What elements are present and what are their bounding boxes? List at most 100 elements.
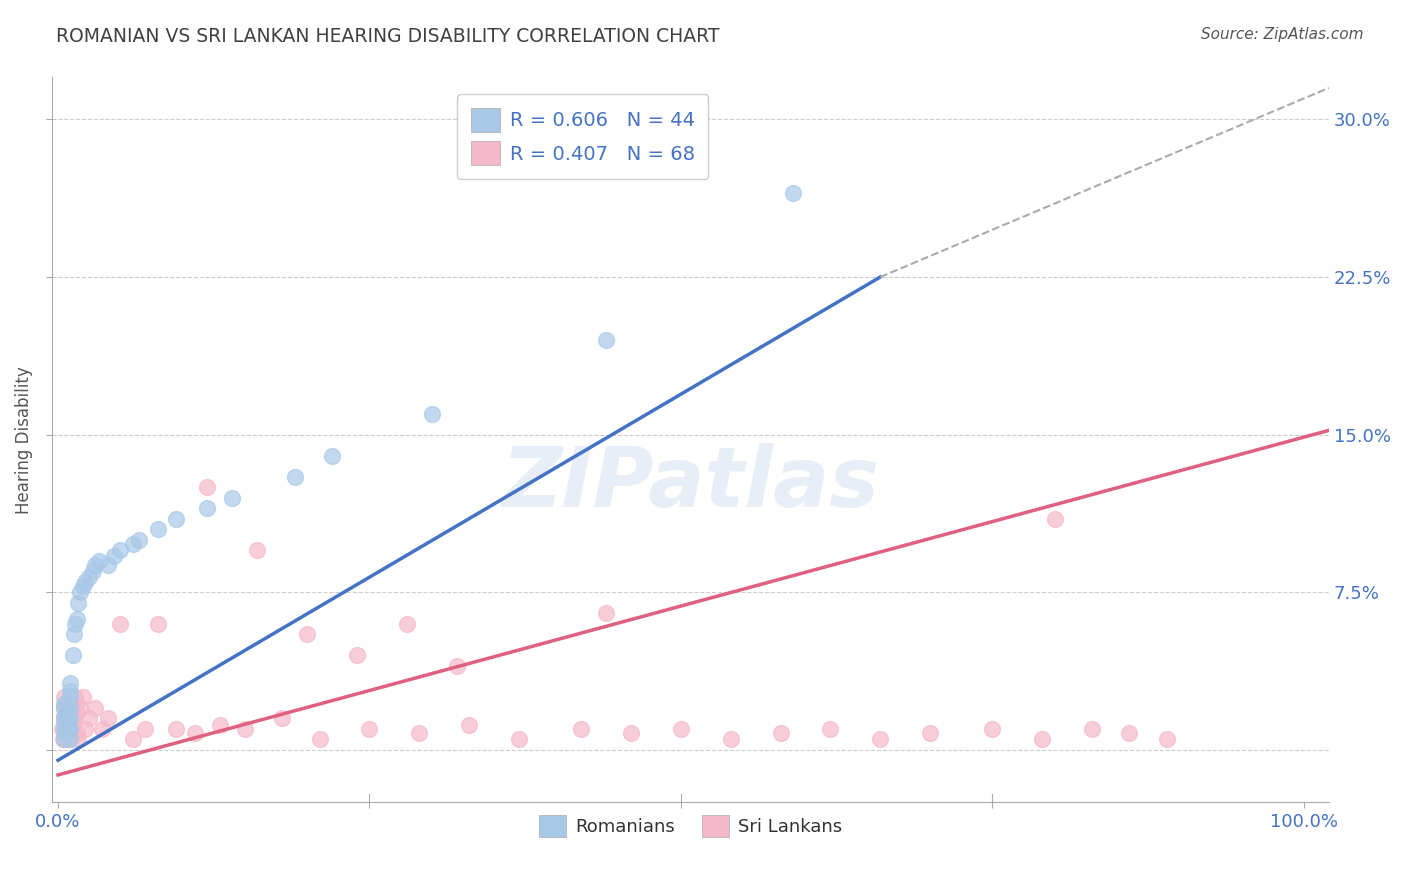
Text: ZIPatlas: ZIPatlas — [502, 442, 879, 524]
Point — [66, 596, 89, 610]
Point — [59, 705, 82, 719]
Point — [55, 711, 77, 725]
Point — [58, 717, 80, 731]
Point — [53, 690, 76, 705]
Point — [59, 722, 82, 736]
Point — [782, 186, 804, 200]
Point — [55, 726, 77, 740]
Point — [197, 480, 219, 494]
Point — [458, 717, 481, 731]
Point — [233, 722, 256, 736]
Point — [134, 722, 156, 736]
Point — [769, 726, 792, 740]
Point — [110, 616, 132, 631]
Point — [84, 700, 107, 714]
Point — [53, 700, 76, 714]
Point — [59, 700, 82, 714]
Point — [59, 684, 82, 698]
Point — [55, 726, 77, 740]
Point — [1081, 722, 1104, 736]
Point — [60, 726, 83, 740]
Point — [395, 616, 418, 631]
Point — [720, 732, 742, 747]
Point — [84, 558, 107, 572]
Point — [359, 722, 381, 736]
Point — [121, 537, 143, 551]
Point — [53, 722, 76, 736]
Point — [165, 511, 187, 525]
Point — [295, 627, 318, 641]
Point — [446, 658, 468, 673]
Point — [920, 726, 942, 740]
Point — [1118, 726, 1140, 740]
Point — [55, 732, 77, 747]
Point — [53, 697, 76, 711]
Point — [87, 554, 110, 568]
Point — [53, 722, 76, 736]
Point — [72, 579, 94, 593]
Point — [284, 469, 307, 483]
Point — [184, 726, 207, 740]
Point — [58, 722, 80, 736]
Point — [1043, 511, 1066, 525]
Point — [508, 732, 530, 747]
Point — [53, 709, 76, 723]
Point — [53, 715, 76, 730]
Point — [197, 501, 219, 516]
Point — [77, 570, 100, 584]
Point — [165, 722, 187, 736]
Point — [59, 690, 82, 705]
Point — [56, 705, 79, 719]
Point — [1031, 732, 1053, 747]
Point — [55, 717, 77, 731]
Point — [66, 726, 89, 740]
Point — [59, 732, 82, 747]
Point — [53, 711, 76, 725]
Point — [128, 533, 150, 547]
Text: ROMANIAN VS SRI LANKAN HEARING DISABILITY CORRELATION CHART: ROMANIAN VS SRI LANKAN HEARING DISABILIT… — [56, 27, 720, 45]
Point — [63, 711, 86, 725]
Point — [62, 700, 84, 714]
Point — [55, 705, 77, 719]
Point — [669, 722, 692, 736]
Point — [72, 690, 94, 705]
Point — [75, 574, 97, 589]
Y-axis label: Hearing Disability: Hearing Disability — [15, 366, 32, 514]
Point — [820, 722, 842, 736]
Point — [53, 700, 76, 714]
Point — [58, 697, 80, 711]
Point — [82, 564, 104, 578]
Point — [146, 616, 169, 631]
Point — [146, 522, 169, 536]
Point — [595, 606, 617, 620]
Point — [62, 717, 84, 731]
Point — [51, 722, 73, 736]
Point — [65, 690, 87, 705]
Point — [420, 407, 443, 421]
Point — [321, 449, 343, 463]
Text: Source: ZipAtlas.com: Source: ZipAtlas.com — [1201, 27, 1364, 42]
Point — [271, 711, 294, 725]
Point — [66, 612, 89, 626]
Point — [66, 732, 89, 747]
Point — [69, 700, 91, 714]
Point — [59, 675, 82, 690]
Point — [65, 616, 87, 631]
Point — [346, 648, 368, 663]
Point — [97, 711, 120, 725]
Point — [121, 732, 143, 747]
Point — [55, 711, 77, 725]
Point — [110, 543, 132, 558]
Legend: Romanians, Sri Lankans: Romanians, Sri Lankans — [531, 807, 849, 844]
Point — [52, 732, 75, 747]
Point — [221, 491, 243, 505]
Point — [77, 711, 100, 725]
Point — [59, 711, 82, 725]
Point — [75, 722, 97, 736]
Point — [53, 732, 76, 747]
Point — [59, 732, 82, 747]
Point — [569, 722, 592, 736]
Point — [208, 717, 231, 731]
Point — [90, 722, 112, 736]
Point — [1156, 732, 1178, 747]
